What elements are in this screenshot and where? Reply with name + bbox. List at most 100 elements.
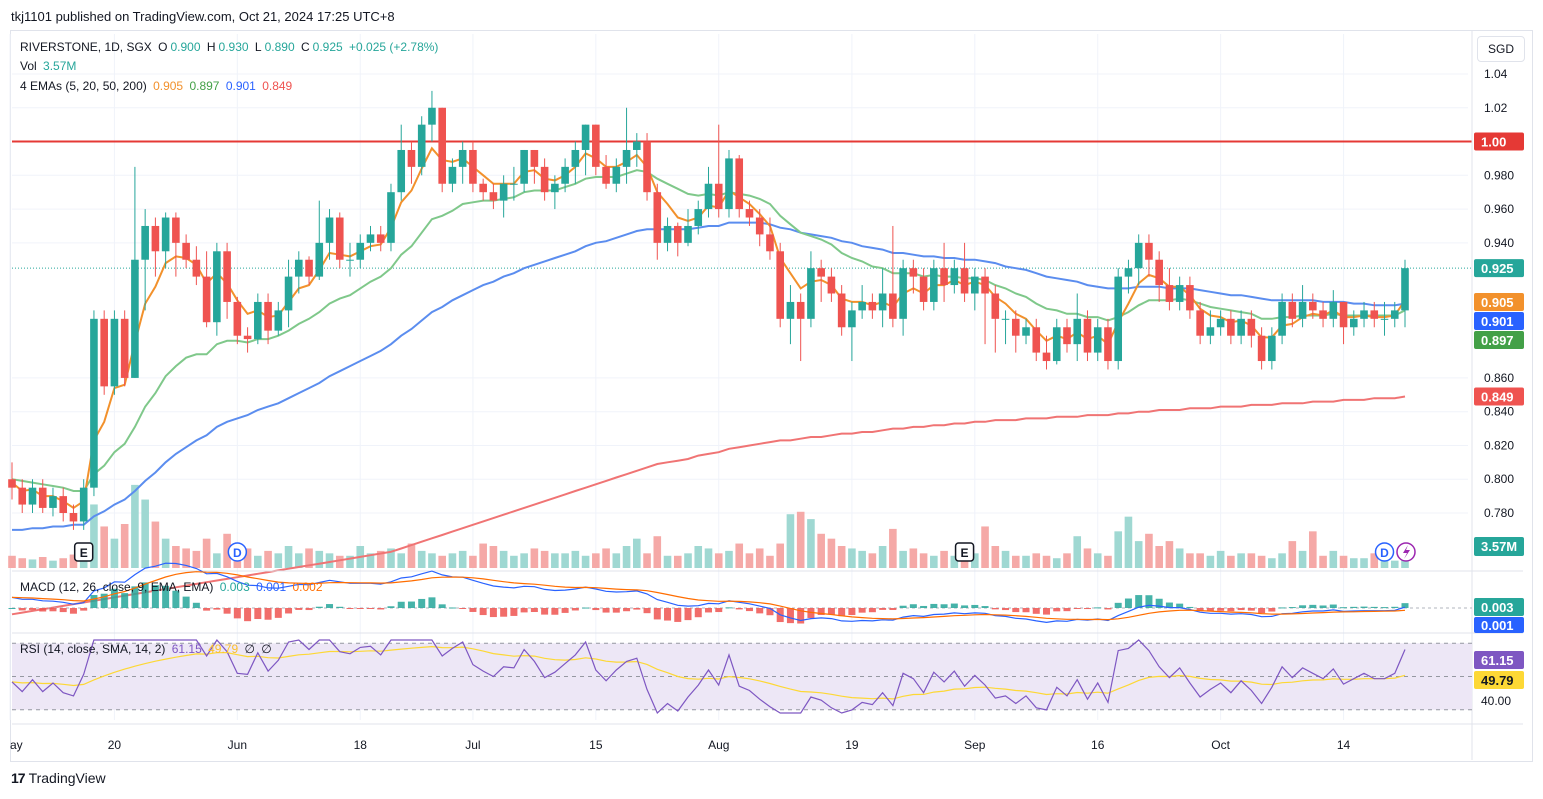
volume-bar (786, 514, 795, 568)
volume-bar (223, 533, 231, 568)
macd-histogram-bar (203, 608, 211, 611)
candle (376, 225, 385, 252)
candle (817, 259, 825, 302)
candle-body (704, 183, 713, 210)
macd-histogram-bar (500, 608, 508, 617)
candle (1186, 276, 1194, 319)
macd-histogram-bar (1278, 607, 1286, 609)
macd-histogram-bar (1196, 608, 1204, 611)
candle (837, 285, 846, 336)
volume-bar (858, 550, 866, 568)
macd-histogram-bar (725, 607, 733, 609)
volume-bar (1042, 555, 1051, 568)
symbol-legend: RIVERSTONE, 1D, SGX O 0.900 H 0.930 L 0.890… (20, 40, 441, 54)
volume-bar (581, 555, 590, 568)
event-marker-label: D (233, 546, 242, 560)
macd-histogram-bar (1206, 608, 1214, 612)
volume-bar (1360, 558, 1368, 568)
price-axis-badge (1474, 259, 1524, 278)
macd-histogram-bar (1176, 603, 1184, 608)
volume-bar (1073, 536, 1082, 568)
candle (499, 175, 508, 218)
volume-bar (182, 548, 190, 568)
candle-body (131, 259, 139, 378)
macd-histogram-bar (1288, 607, 1296, 609)
macd-histogram-bar (90, 595, 98, 608)
candle-body (161, 217, 170, 252)
volume-bar (530, 548, 539, 568)
macd-histogram-bar (735, 608, 743, 610)
macd-histogram-bar (1083, 608, 1091, 610)
volume-bar (1206, 555, 1215, 568)
candle (1309, 293, 1317, 319)
candle (950, 259, 959, 294)
volume-bar (397, 553, 406, 568)
volume-bar (868, 553, 877, 568)
tradingview-brand[interactable]: 17 TradingView (11, 770, 106, 786)
volume-bar (714, 553, 723, 568)
volume-bar (643, 553, 651, 568)
volume-bar (274, 553, 283, 568)
candle-body (971, 276, 979, 294)
volume-bar (1329, 550, 1338, 568)
candle-body (110, 318, 119, 387)
macd-histogram-bar (469, 608, 477, 612)
macd-histogram-bar (1186, 606, 1194, 608)
volume-bar (325, 553, 334, 568)
candle-body (725, 158, 733, 210)
macd-histogram-bar (1217, 608, 1225, 611)
volume-axis-badge-label: 3.57M (1481, 539, 1517, 554)
price-axis-badge (1474, 293, 1524, 311)
macd-histogram-bar (684, 608, 692, 621)
candle-body (59, 496, 68, 513)
candle (294, 251, 303, 294)
candle (1073, 293, 1082, 362)
macd-histogram-bar (100, 593, 108, 608)
macd-histogram-bar (510, 608, 518, 616)
candle-body (479, 183, 487, 193)
macd-histogram-bar (868, 608, 876, 613)
candle (417, 116, 426, 176)
candle (1390, 301, 1399, 328)
macd-histogram-bar (213, 608, 221, 610)
volume-bar (930, 555, 938, 568)
candle-body (305, 259, 313, 277)
volume-bar (499, 550, 508, 568)
candle (438, 107, 446, 193)
candle-body (1186, 285, 1194, 311)
macd-histogram-bar (305, 608, 313, 611)
volume-bar (704, 548, 713, 568)
volume-bar (991, 546, 1000, 568)
candle (1063, 318, 1071, 353)
candle (1237, 310, 1245, 345)
ema50-value: 0.901 (225, 79, 256, 93)
candle-body (735, 158, 744, 210)
macd-axis-badge (1474, 617, 1524, 633)
volume-bar (981, 526, 989, 568)
macd-histogram-bar (28, 608, 36, 610)
currency-selector[interactable]: SGD (1477, 36, 1525, 62)
macd-histogram-bar (961, 605, 969, 608)
event-marker-label: D (1380, 546, 1389, 560)
volume-bar (817, 533, 825, 568)
candle (878, 268, 887, 328)
candle-body (950, 268, 959, 286)
chart-canvas[interactable]: 1.04 1.02 0.980 0.960 0.940 0.860 0.840 0.820 0.… (0, 0, 1543, 760)
macd-histogram-bar (971, 604, 979, 608)
candle (1339, 301, 1348, 345)
candle-body (602, 166, 610, 184)
macd-histogram-bar (448, 607, 456, 609)
macd-histogram-bar (1053, 608, 1061, 612)
volume-bar (1257, 555, 1266, 568)
candle (551, 175, 559, 210)
macd-histogram-bar (797, 608, 805, 624)
volume-bar (284, 546, 293, 568)
macd-histogram-bar (715, 608, 723, 613)
candle (1206, 310, 1215, 345)
volume-bar (776, 543, 784, 568)
candle-body (1298, 301, 1307, 319)
candle-body (1390, 310, 1399, 319)
candle (469, 141, 477, 193)
volume-bar (294, 553, 303, 568)
volume-bar (602, 548, 610, 568)
